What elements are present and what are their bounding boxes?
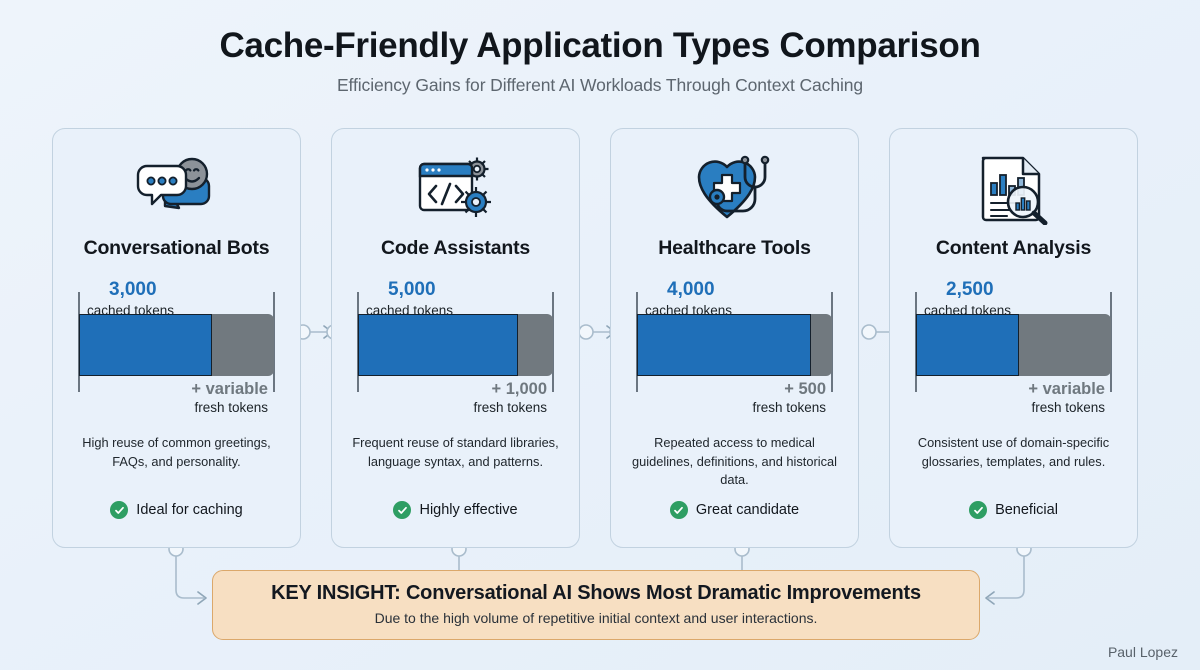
token-bar-chart: 2,500 cached tokens + variable fresh tok… (902, 279, 1125, 415)
check-circle-icon (110, 501, 129, 519)
status-badge-label: Highly effective (419, 502, 518, 518)
fresh-token-value: + 1,000 (491, 380, 547, 398)
card-code-assistants[interactable]: Code Assistants 5,000 cached tokens + 1,… (331, 128, 580, 548)
status-badge-label: Ideal for caching (136, 502, 243, 518)
fresh-token-label: fresh tokens (194, 400, 268, 415)
cached-token-label: cached tokens (645, 303, 733, 318)
card-description: High reuse of common greetings, FAQs, an… (82, 435, 271, 469)
card-conversational-bots[interactable]: Conversational Bots 3,000 cached tokens … (52, 128, 301, 548)
status-badge-label: Beneficial (995, 502, 1058, 518)
bar-axis-left (636, 292, 638, 392)
cached-token-bar (358, 314, 518, 376)
card-content-analysis[interactable]: Content Analysis 2,500 cached tokens + v… (889, 128, 1138, 548)
cached-token-value: 4,000 (667, 279, 715, 300)
code-window-gears-icon (414, 143, 498, 235)
cached-token-value: 3,000 (109, 279, 157, 300)
status-badge: Ideal for caching (110, 501, 243, 519)
check-circle-icon (669, 501, 688, 519)
fresh-token-label: fresh tokens (473, 400, 547, 415)
chat-bubbles-smiley-icon (135, 143, 219, 235)
status-badge: Great candidate (669, 501, 800, 519)
bar-axis-left (915, 292, 917, 392)
check-circle-icon (969, 501, 988, 519)
bar-track (916, 314, 1111, 376)
key-insight-title: KEY INSIGHT: Conversational AI Shows Mos… (271, 582, 921, 604)
bar-track (358, 314, 553, 376)
fresh-token-value: + variable (1028, 380, 1105, 398)
card-title: Content Analysis (935, 237, 1092, 259)
token-bar-chart: 4,000 cached tokens + 500 fresh tokens (623, 279, 846, 415)
page-subtitle: Efficiency Gains for Different AI Worklo… (336, 75, 864, 95)
card-title: Code Assistants (380, 237, 531, 259)
status-badge-label: Great candidate (695, 502, 800, 518)
author-signature: Paul Lopez (1107, 644, 1178, 660)
page-title: Cache-Friendly Application Types Compari… (219, 26, 981, 65)
key-insight-subtitle: Due to the high volume of repetitive ini… (374, 610, 818, 626)
token-bar-chart: 3,000 cached tokens + variable fresh tok… (65, 279, 288, 415)
card-description: Frequent reuse of standard libraries, la… (352, 435, 559, 469)
bar-axis-left (357, 292, 359, 392)
fresh-token-value: + 500 (784, 380, 826, 398)
cached-token-value: 5,000 (388, 279, 436, 300)
card-description: Consistent use of domain-specific glossa… (917, 435, 1110, 469)
bar-axis-right (831, 292, 833, 392)
card-row: Conversational Bots 3,000 cached tokens … (52, 128, 1148, 548)
bar-track (637, 314, 832, 376)
fresh-token-label: fresh tokens (1031, 400, 1105, 415)
heart-stethoscope-icon (693, 143, 777, 235)
card-title: Healthcare Tools (658, 237, 811, 259)
cached-token-value: 2,500 (946, 279, 994, 300)
status-badge: Beneficial (969, 501, 1058, 519)
fresh-token-value: + variable (191, 380, 268, 398)
arrowhead-insight-left (197, 591, 207, 605)
card-healthcare-tools[interactable]: Healthcare Tools 4,000 cached tokens + 5… (610, 128, 859, 548)
cached-token-label: cached tokens (366, 303, 454, 318)
cached-token-label: cached tokens (87, 303, 175, 318)
card-description: Repeated access to medical guidelines, d… (632, 435, 837, 488)
cached-token-label: cached tokens (924, 303, 1012, 318)
page-header: Cache-Friendly Application Types Compari… (0, 0, 1200, 96)
bar-axis-right (1110, 292, 1112, 392)
wire-card4-to-insight (988, 553, 1025, 599)
bar-axis-left (78, 292, 80, 392)
document-chart-magnifier-icon (975, 143, 1053, 235)
key-insight-banner: KEY INSIGHT: Conversational AI Shows Mos… (212, 570, 980, 640)
arrowhead-insight-right (985, 591, 995, 605)
bar-axis-right (273, 292, 275, 392)
token-bar-chart: 5,000 cached tokens + 1,000 fresh tokens (344, 279, 567, 415)
cached-token-bar (637, 314, 811, 376)
fresh-token-label: fresh tokens (752, 400, 826, 415)
card-title: Conversational Bots (83, 237, 270, 259)
status-badge: Highly effective (393, 501, 518, 519)
bar-axis-right (552, 292, 554, 392)
bar-track (79, 314, 274, 376)
check-circle-icon (393, 501, 412, 519)
cached-token-bar (79, 314, 212, 376)
cached-token-bar (916, 314, 1020, 376)
wire-card1-to-insight (175, 553, 204, 599)
